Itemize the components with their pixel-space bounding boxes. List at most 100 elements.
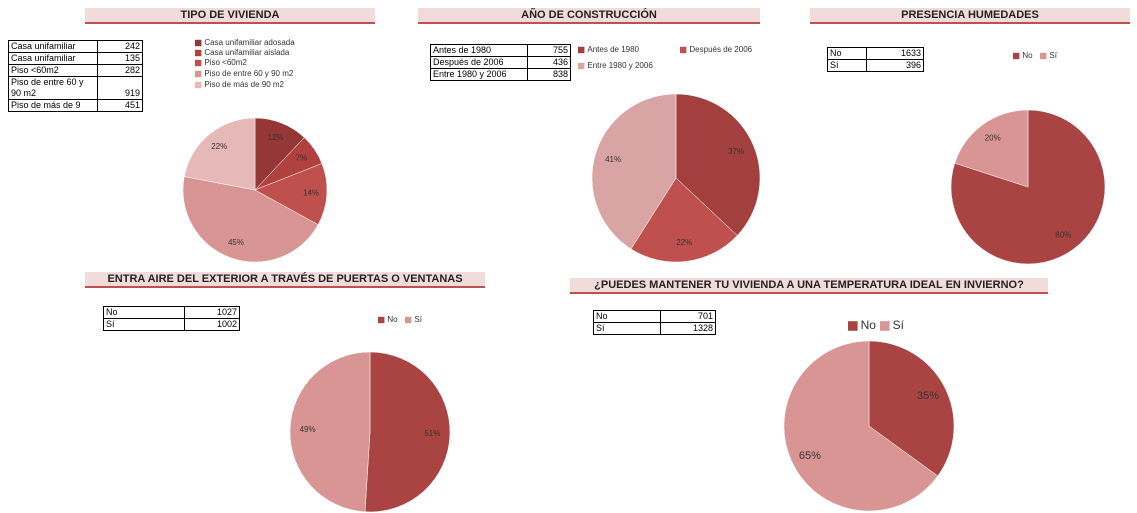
data-table: No 1027 Sí 1002 [103, 306, 240, 331]
table-row: Sí 396 [827, 59, 924, 72]
legend-label: Piso de más de 90 m2 [204, 80, 284, 89]
pie-slice [783, 340, 939, 512]
chart-title: AÑO DE CONSTRUCCIÓN [418, 8, 760, 24]
table-row: Casa unifamiliar 242 [8, 40, 143, 53]
table-row: Piso de entre 60 y 90 m2 919 [8, 76, 143, 100]
table-row: Casa unifamiliar 135 [8, 52, 143, 65]
pie-slice [591, 93, 677, 250]
legend-swatch [378, 316, 385, 324]
legend-label: No [1022, 51, 1033, 60]
legend-label: No [387, 315, 398, 324]
row-label: No [103, 306, 185, 319]
legend-label: Casa unifamiliar adosada [204, 38, 295, 47]
table-row: No 701 [593, 310, 716, 323]
legend-swatch [1013, 52, 1020, 60]
row-label: Sí [593, 322, 661, 335]
legend-swatch [578, 62, 585, 70]
row-label: Sí [103, 318, 185, 331]
legend-label: Sí [414, 315, 422, 324]
slice-label: 7% [296, 154, 308, 163]
legend-swatch [195, 49, 202, 57]
pie-slice [630, 177, 738, 263]
pie-slice [182, 176, 319, 263]
legend-swatch [880, 321, 890, 331]
slice-label: 80% [1055, 231, 1071, 240]
legend-label: Antes de 1980 [587, 45, 639, 54]
data-table: Antes de 1980 755 Después de 2006 436 Entre … [430, 44, 571, 81]
pie-slice [868, 340, 955, 477]
legend-label: Entre 1980 y 2006 [587, 61, 653, 70]
row-label: Antes de 1980 [430, 44, 528, 57]
slice-label: 45% [228, 238, 244, 247]
row-label: Casa unifamiliar [8, 40, 98, 53]
table-row: Después de 2006 436 [430, 56, 571, 69]
slice-label: 37% [728, 147, 744, 156]
row-label: Piso <60m2 [8, 64, 98, 77]
row-label: No [593, 310, 661, 323]
legend-label: Después de 2006 [689, 45, 752, 54]
row-label: Entre 1980 y 2006 [430, 68, 528, 81]
table-row: Piso de más de 9 451 [8, 99, 143, 112]
row-label: Después de 2006 [430, 56, 528, 69]
table-row: No 1027 [103, 306, 240, 319]
row-label: Piso de más de 9 [8, 99, 98, 112]
pie-slice [254, 163, 328, 226]
legend-swatch [195, 39, 202, 47]
table-row: Sí 1002 [103, 318, 240, 331]
row-value: 451 [97, 99, 143, 112]
row-value: 1027 [184, 306, 240, 319]
chart-title: ¿PUEDES MANTENER TU VIVIENDA A UNA TEMPE… [570, 278, 1048, 294]
pie-slice [954, 109, 1029, 188]
slice-label: 22% [211, 142, 227, 151]
slice-label: 51% [424, 429, 440, 438]
legend-label: Piso <60m2 [204, 58, 247, 67]
slice-label: 35% [917, 390, 939, 402]
legend-label: Sí [1049, 51, 1057, 60]
row-value: 1633 [866, 47, 924, 60]
slice-label: 20% [985, 134, 1001, 143]
legend-label: Piso de entre 60 y 90 m2 [204, 69, 293, 78]
row-label: Sí [827, 59, 867, 72]
legend-label: Sí [893, 318, 905, 332]
row-value: 701 [660, 310, 716, 323]
legend-swatch [195, 59, 202, 67]
row-value: 436 [527, 56, 571, 69]
slice-label: 65% [799, 450, 821, 462]
row-label: Piso de entre 60 y 90 m2 [8, 76, 98, 100]
legend-swatch [195, 81, 202, 89]
row-value: 135 [97, 52, 143, 65]
table-row: Piso <60m2 282 [8, 64, 143, 77]
table-row: No 1633 [827, 47, 924, 60]
legend-label: No [861, 318, 877, 332]
legend-swatch [1040, 52, 1047, 60]
chart-title: TIPO DE VIVIENDA [85, 8, 375, 24]
data-table: No 1633 Sí 396 [827, 47, 924, 72]
row-value: 242 [97, 40, 143, 53]
row-value: 282 [97, 64, 143, 77]
slice-label: 22% [676, 238, 692, 247]
chart-title: PRESENCIA HUMEDADES [810, 8, 1130, 24]
pie-slice [675, 93, 761, 236]
row-value: 396 [866, 59, 924, 72]
legend-swatch [680, 46, 687, 54]
row-value: 919 [97, 76, 143, 100]
slice-label: 12% [268, 133, 284, 142]
pie-slice [364, 351, 451, 513]
row-label: No [827, 47, 867, 60]
row-label: Casa unifamiliar [8, 52, 98, 65]
chart-title: ENTRA AIRE DEL EXTERIOR A TRAVÉS DE PUER… [85, 272, 485, 288]
row-value: 1002 [184, 318, 240, 331]
legend-swatch [578, 46, 585, 54]
slice-label: 41% [605, 155, 621, 164]
legend-swatch [848, 321, 858, 331]
legend-swatch [405, 316, 412, 324]
data-table: Casa unifamiliar 242 Casa unifamiliar 135 Pi… [8, 40, 143, 112]
slice-label: 14% [303, 189, 319, 198]
data-table: No 701 Sí 1328 [593, 310, 716, 335]
table-row: Entre 1980 y 2006 838 [430, 68, 571, 81]
row-value: 1328 [660, 322, 716, 335]
legend-label: Casa unifamiliar aislada [204, 48, 289, 57]
slice-label: 49% [300, 425, 316, 434]
pie-slice [183, 117, 256, 191]
